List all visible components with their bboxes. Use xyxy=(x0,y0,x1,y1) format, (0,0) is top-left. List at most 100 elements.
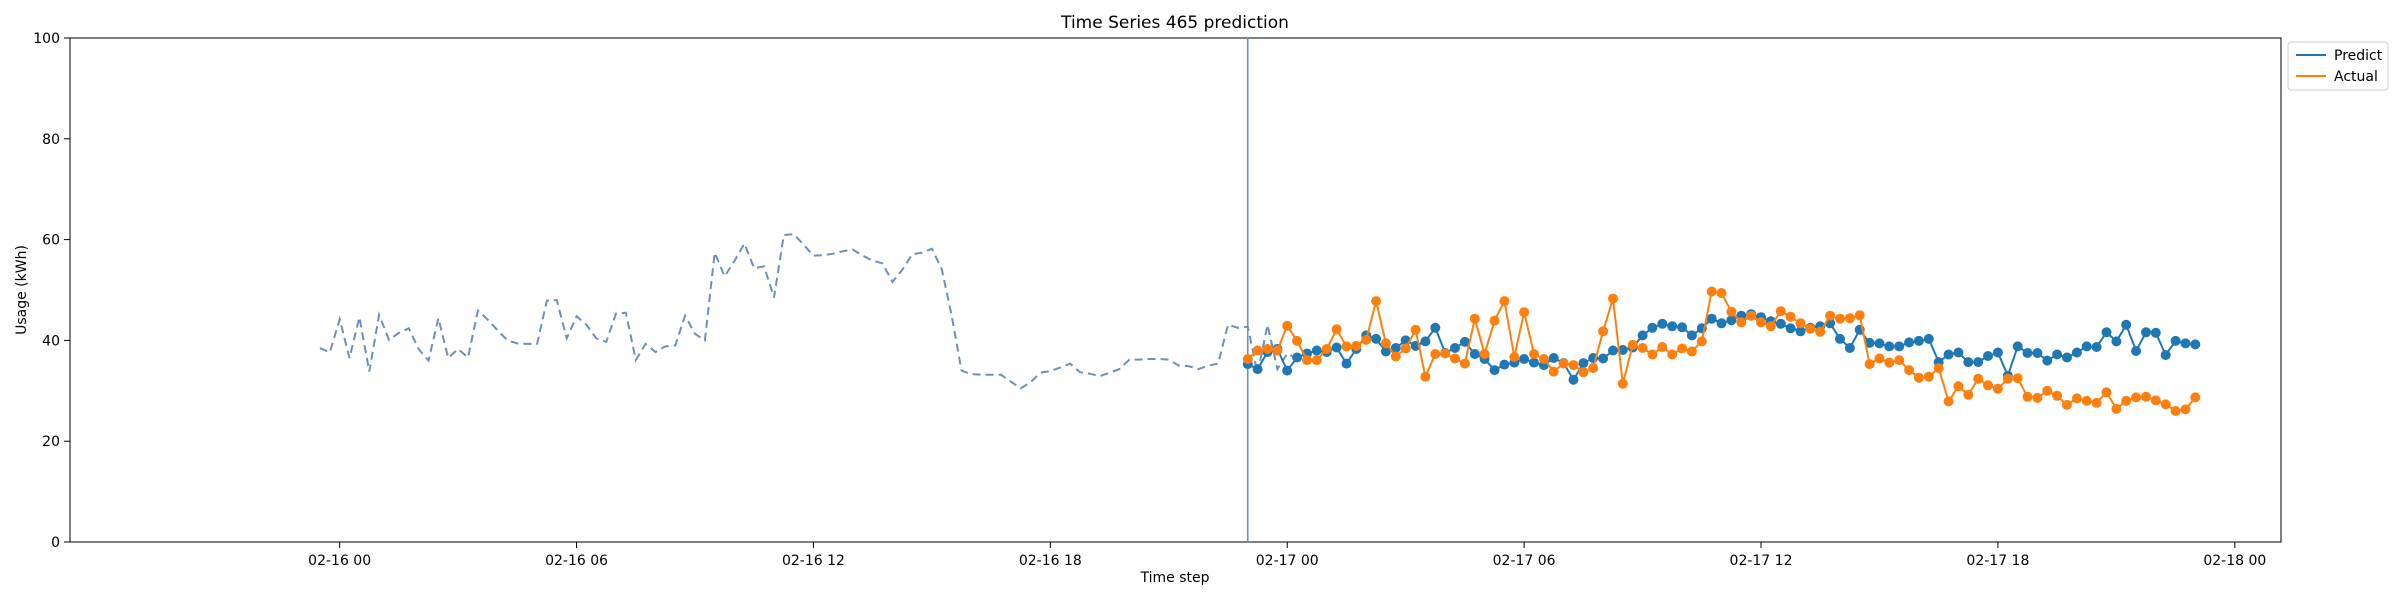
x-tick-label: 02-16 18 xyxy=(1019,553,1082,569)
data-point xyxy=(1785,311,1796,322)
y-tick-label: 100 xyxy=(33,31,60,47)
data-point xyxy=(1785,323,1796,334)
data-point xyxy=(1282,320,1293,331)
data-point xyxy=(1726,315,1737,326)
data-point xyxy=(1292,352,1303,363)
data-point xyxy=(2190,392,2201,403)
data-point xyxy=(1943,349,1954,360)
data-point xyxy=(1400,343,1411,354)
data-point xyxy=(1390,343,1401,353)
data-point xyxy=(1963,389,1974,400)
data-point xyxy=(1854,310,1865,321)
data-point xyxy=(1311,355,1322,366)
data-point xyxy=(2111,336,2122,347)
data-point xyxy=(1775,318,1786,329)
data-point xyxy=(1420,371,1431,382)
data-point xyxy=(1450,353,1460,364)
data-point xyxy=(1726,306,1737,317)
data-point xyxy=(2170,335,2181,346)
data-point xyxy=(1973,373,1984,384)
data-point xyxy=(1627,339,1638,350)
data-point xyxy=(1953,381,1964,392)
data-point xyxy=(1953,347,1964,358)
data-point xyxy=(1864,359,1875,370)
data-point xyxy=(1371,296,1382,307)
data-point xyxy=(1420,336,1431,347)
x-tick-label: 02-17 06 xyxy=(1493,553,1556,569)
data-point xyxy=(1667,349,1678,360)
legend-label-actual: Actual xyxy=(2334,69,2378,85)
data-point xyxy=(1992,347,2003,358)
data-point xyxy=(1608,345,1618,356)
data-point xyxy=(1469,349,1480,359)
data-point xyxy=(1933,363,1944,374)
data-point xyxy=(2062,399,2072,410)
data-point xyxy=(2141,327,2151,338)
data-point xyxy=(1677,343,1688,354)
data-point xyxy=(2022,348,2033,358)
data-point xyxy=(1578,358,1589,369)
data-point xyxy=(1450,343,1460,353)
y-tick-label: 0 xyxy=(51,535,60,551)
data-point xyxy=(2062,352,2072,363)
data-point xyxy=(2081,341,2092,352)
data-point xyxy=(1252,364,1263,375)
y-tick-label: 20 xyxy=(42,434,60,450)
data-point xyxy=(1874,338,1885,349)
y-tick-label: 40 xyxy=(42,333,60,349)
data-point xyxy=(2170,406,2181,416)
data-point xyxy=(1992,383,2003,394)
data-point xyxy=(1311,345,1322,356)
data-point xyxy=(1380,338,1391,349)
x-tick-label: 02-16 00 xyxy=(308,553,371,569)
data-point xyxy=(1913,372,1924,383)
data-point xyxy=(1568,360,1579,371)
plot-area xyxy=(69,37,2282,543)
data-point xyxy=(1519,354,1530,364)
data-point xyxy=(2121,395,2132,406)
data-point xyxy=(1469,313,1480,324)
data-point xyxy=(1913,335,1924,346)
data-point xyxy=(1775,306,1786,317)
data-point xyxy=(1825,310,1836,321)
data-point xyxy=(2042,385,2053,396)
data-point xyxy=(1667,321,1678,332)
chart-title: Time Series 465 prediction xyxy=(1060,13,1289,33)
data-point xyxy=(1637,330,1648,341)
data-point xyxy=(1765,321,1776,332)
data-point xyxy=(1489,315,1500,326)
data-point xyxy=(1361,334,1372,345)
data-point xyxy=(1923,371,1934,382)
data-point xyxy=(1410,324,1421,335)
data-point xyxy=(1795,318,1806,329)
data-point xyxy=(1864,337,1875,348)
data-point xyxy=(1983,380,1993,391)
y-tick-label: 80 xyxy=(42,132,60,148)
data-point xyxy=(1677,322,1688,333)
data-point xyxy=(1874,353,1885,364)
data-point xyxy=(1736,317,1747,328)
data-point xyxy=(1657,318,1668,329)
data-point xyxy=(2131,392,2142,403)
data-point xyxy=(1923,333,1934,344)
legend-label-predict: Predict xyxy=(2334,48,2383,64)
data-point xyxy=(1351,340,1362,351)
x-tick-label: 02-16 06 xyxy=(545,553,608,569)
x-axis: 02-16 00 02-16 06 02-16 12 02-16 18 02-17 00… xyxy=(308,542,2266,569)
data-point xyxy=(1647,322,1658,333)
data-point xyxy=(1815,326,1826,337)
data-point xyxy=(1341,341,1352,352)
data-point xyxy=(1430,349,1441,359)
data-point xyxy=(1617,345,1628,355)
data-point xyxy=(1440,348,1451,359)
data-point xyxy=(2071,393,2082,404)
data-point xyxy=(1706,313,1717,324)
data-point xyxy=(2091,397,2102,408)
y-tick-label: 60 xyxy=(42,233,60,249)
data-point xyxy=(1844,343,1855,353)
data-point xyxy=(1331,324,1342,335)
data-point xyxy=(2032,392,2043,403)
data-point xyxy=(1272,345,1283,356)
y-axis-title: Usage (kWh) xyxy=(14,245,30,335)
